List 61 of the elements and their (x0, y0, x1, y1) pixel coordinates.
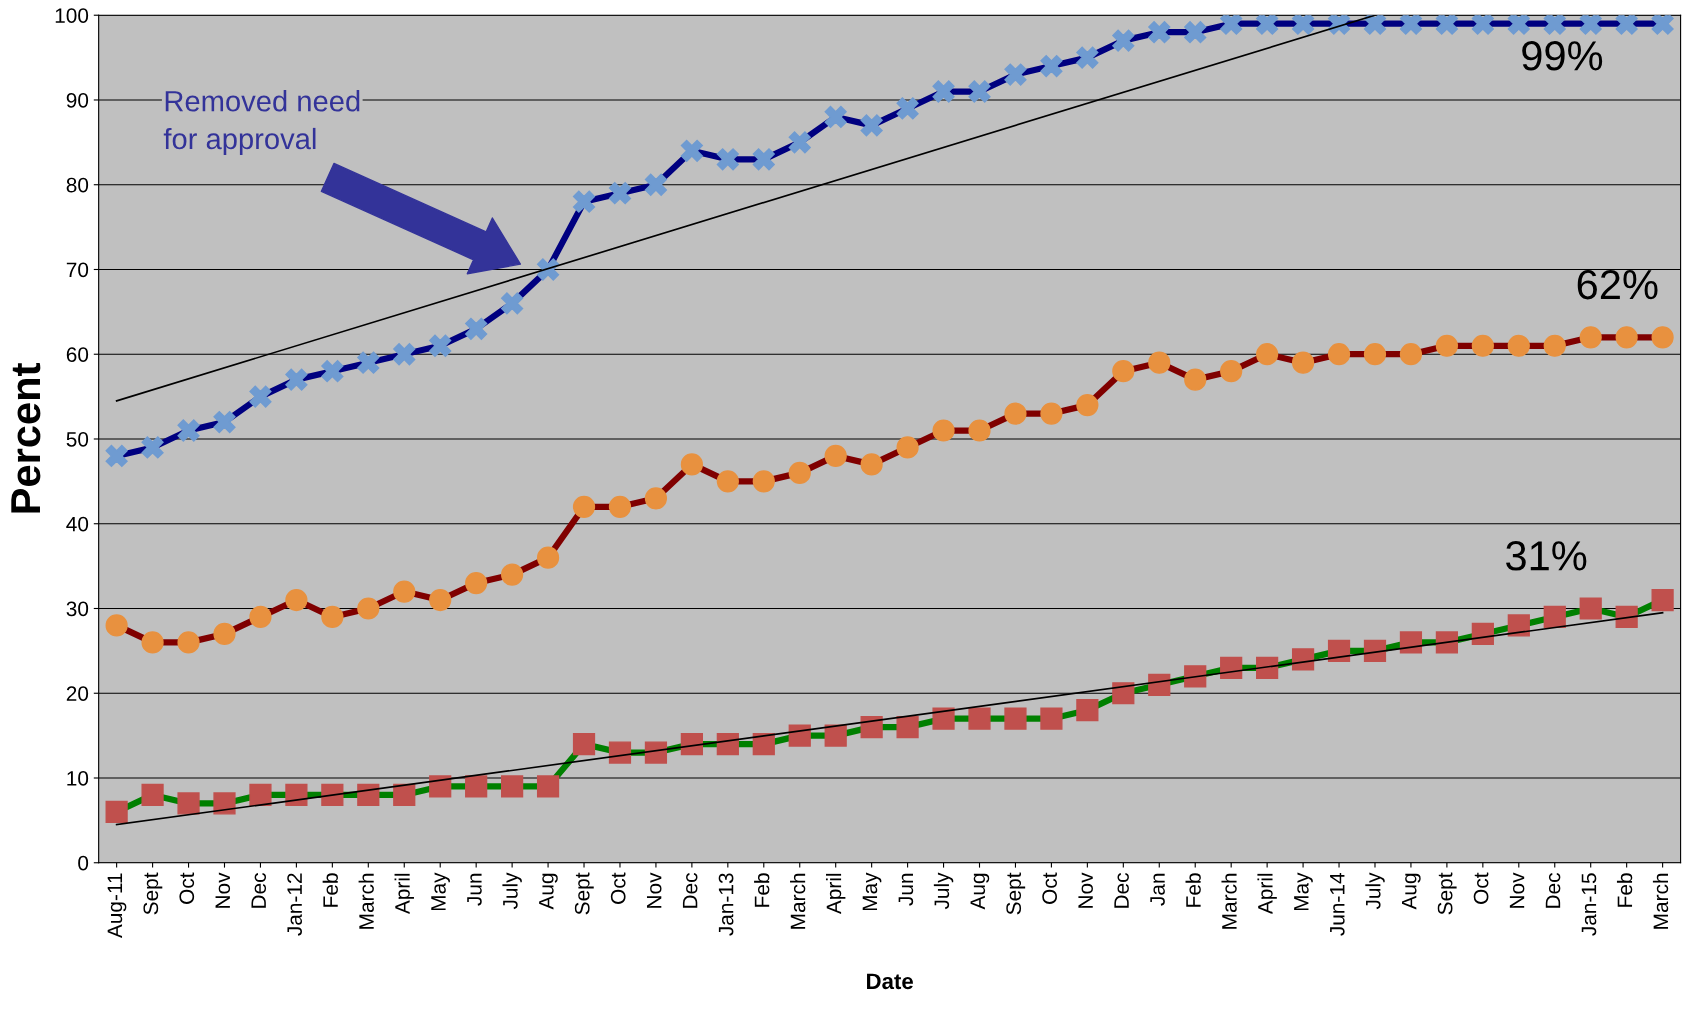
x-tick-label: Aug (970, 873, 990, 910)
x-tick-label: Dec (1545, 873, 1561, 908)
y-axis-title: Percent (11, 363, 41, 513)
x-tick-label: Sept (1006, 872, 1026, 915)
x-tick-label: Jun (898, 873, 914, 906)
x-tick-label: May (431, 872, 450, 911)
x-tick-label: Dec (1114, 873, 1129, 908)
x-tick-label: Nov (1509, 872, 1525, 908)
x-tick-label: May (862, 872, 882, 911)
x-tick-label: Sept (143, 872, 163, 915)
x-tick-label: April (825, 873, 846, 915)
x-tick-label: Dec (251, 873, 267, 908)
x-tick-label: Sept (1437, 872, 1457, 915)
x-tick-label: Nov (215, 872, 231, 908)
x-tick-label: Jan-13 (718, 873, 734, 936)
annotation: 62% (1577, 269, 1658, 300)
x-tick-label: April (1257, 873, 1277, 915)
x-tick-label: Oct (1042, 872, 1057, 904)
x-tick-label: July (502, 872, 522, 910)
x-tick-label: Oct (179, 872, 195, 904)
x-tick-label: Feb (754, 873, 770, 907)
x-tick-label: Oct (610, 872, 626, 904)
y-tick-label: 30 (66, 601, 89, 617)
x-tick-label: July (933, 872, 954, 910)
x-tick-label: Nov (1078, 872, 1093, 908)
x-tick-label: Aug-11 (107, 873, 127, 939)
y-tick-label: 100 (55, 8, 89, 23)
x-tick-label: Aug (539, 873, 558, 910)
x-tick-label: Feb (1185, 873, 1201, 907)
y-tick-label: 50 (66, 431, 89, 447)
annotation: Removed need for approval (163, 90, 360, 156)
y-tick-label: 20 (66, 686, 89, 701)
x-tick-label: May (1294, 872, 1313, 911)
x-tick-label: March (1652, 873, 1669, 929)
x-axis-title: Date (867, 973, 913, 990)
x-tick-label: Jan-15 (1581, 873, 1597, 936)
y-tick-label: 90 (66, 92, 89, 108)
y-tick-label: 10 (67, 771, 89, 786)
x-tick-label: Feb (1616, 873, 1633, 907)
x-tick-label: Jun-14 (1330, 873, 1345, 936)
y-tick-label: 0 (78, 855, 89, 871)
x-tick-label: April (394, 873, 414, 915)
x-tick-label: Dec (682, 873, 698, 908)
x-tick-label: Oct (1473, 872, 1489, 904)
y-tick-label: 80 (66, 177, 89, 193)
annotation: 99% (1522, 41, 1603, 71)
x-tick-label: March (1221, 873, 1237, 929)
y-tick-label: 60 (66, 347, 89, 362)
x-tick-label: March (358, 873, 374, 929)
x-tick-label: Aug (1402, 873, 1421, 910)
x-tick-label: Sept (574, 872, 594, 915)
annotation: 31% (1506, 541, 1587, 571)
y-tick-label: 40 (66, 516, 89, 532)
x-tick-label: Jun (467, 873, 482, 906)
x-tick-label: March (790, 873, 806, 929)
x-tick-label: July (1365, 872, 1385, 910)
x-tick-label: Feb (322, 873, 338, 907)
y-tick-label: 70 (66, 262, 89, 278)
x-tick-label: Jan-12 (287, 873, 302, 936)
x-tick-label: Nov (646, 872, 662, 908)
x-tick-label: Jan (1150, 873, 1165, 906)
